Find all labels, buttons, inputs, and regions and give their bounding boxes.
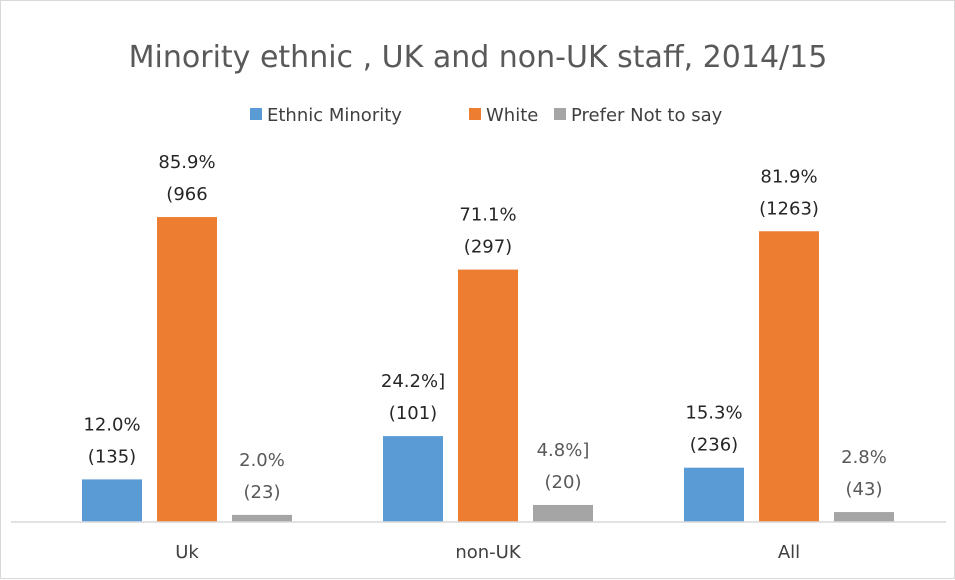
legend-swatch-prefer-not-to-say [554, 108, 566, 120]
legend-swatch-ethnic-minority [250, 108, 262, 120]
chart-title: Minority ethnic , UK and non-UK staff, 2… [129, 40, 828, 75]
data-label-ethnic-minority-non-uk-line2: (101) [389, 403, 437, 424]
data-labels-group: 12.0% (135) 24.2%] (101) 15.3% (236) 85.9% (966… [83, 152, 886, 503]
bar-ethnic-minority-uk [82, 479, 142, 522]
data-label-prefer-not-to-say-all-line2: (43) [846, 479, 883, 500]
data-label-ethnic-minority-non-uk-line1: 24.2%] [381, 371, 445, 392]
data-label-prefer-not-to-say-non-uk-line1: 4.8%] [537, 440, 590, 461]
data-label-ethnic-minority-uk-line1: 12.0% [83, 414, 140, 435]
category-label-uk: Uk [175, 542, 199, 563]
bar-white-non-uk [458, 269, 518, 522]
data-label-white-non-uk-line2: (297) [464, 237, 512, 258]
legend: Ethnic Minority White Prefer Not to say [250, 105, 723, 126]
bar-prefer-not-to-say-all [834, 512, 894, 522]
data-label-white-non-uk-line1: 71.1% [459, 205, 516, 226]
data-label-prefer-not-to-say-uk-line1: 2.0% [239, 450, 285, 471]
data-label-ethnic-minority-uk-line2: (135) [88, 446, 136, 467]
category-label-all: All [778, 542, 800, 563]
bar-prefer-not-to-say-non-uk [533, 504, 593, 522]
bar-prefer-not-to-say-uk [232, 514, 292, 522]
data-label-white-all-line2: (1263) [759, 198, 819, 219]
bar-ethnic-minority-all [684, 467, 744, 522]
bar-white-all [759, 231, 819, 522]
data-label-prefer-not-to-say-uk-line2: (23) [244, 482, 281, 503]
legend-label-white: White [486, 105, 538, 126]
data-label-white-all-line1: 81.9% [760, 166, 817, 187]
category-label-non-uk: non-UK [455, 542, 521, 563]
data-label-ethnic-minority-all-line2: (236) [690, 435, 738, 456]
bars-group [82, 217, 894, 522]
category-labels-group: Uk non-UK All [175, 542, 800, 563]
data-label-ethnic-minority-all-line1: 15.3% [685, 403, 742, 424]
data-label-prefer-not-to-say-non-uk-line2: (20) [545, 472, 582, 493]
legend-label-ethnic-minority: Ethnic Minority [267, 105, 402, 126]
data-label-white-uk-line1: 85.9% [158, 152, 215, 173]
bar-white-uk [157, 217, 217, 522]
data-label-prefer-not-to-say-all-line1: 2.8% [841, 447, 887, 468]
legend-label-prefer-not-to-say: Prefer Not to say [571, 105, 723, 126]
data-label-white-uk-line2: (966 [166, 184, 207, 205]
legend-swatch-white [469, 108, 481, 120]
bar-ethnic-minority-non-uk [383, 436, 443, 522]
